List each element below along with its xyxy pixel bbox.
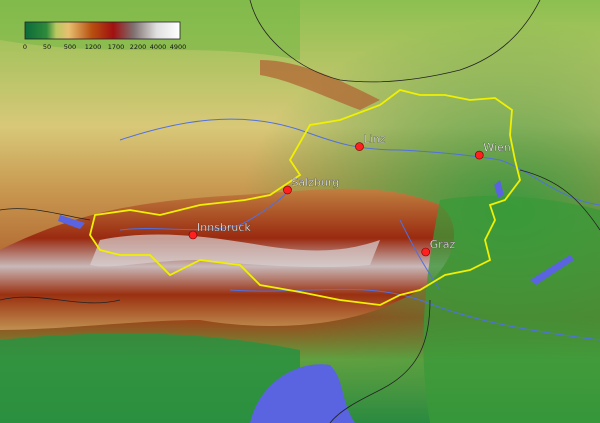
legend-label: 4000 <box>150 43 167 51</box>
lake-neusiedl[interactable] <box>494 180 504 198</box>
city-marker[interactable] <box>283 185 292 195</box>
legend-label: 0 <box>23 43 27 51</box>
city-label: Salzburg <box>291 176 339 189</box>
legend-label: 2200 <box>130 43 147 51</box>
cities: Linz Wien Salzburg Innsbruck Graz <box>188 132 511 257</box>
legend-label: 50 <box>43 43 51 51</box>
city-marker[interactable] <box>421 247 431 257</box>
legend-label: 4900 <box>170 43 187 51</box>
eastern-lowland <box>423 195 600 423</box>
city-label: Wien <box>483 141 510 154</box>
elevation-legend: 0 50 500 1200 1700 2200 4000 4900 <box>23 21 187 51</box>
city-label: Graz <box>430 238 456 251</box>
bohemian-forest <box>260 60 380 110</box>
po-valley <box>0 333 300 423</box>
adriatic-sea[interactable] <box>250 364 355 423</box>
city-salzburg[interactable]: Salzburg <box>283 176 339 195</box>
alpine-peaks <box>90 234 380 268</box>
inn-river <box>119 189 291 231</box>
city-wien[interactable]: Wien <box>474 141 511 160</box>
legend-colorbar <box>24 21 181 40</box>
legend-label: 1200 <box>85 43 102 51</box>
austria-border <box>89 89 521 306</box>
city-innsbruck[interactable]: Innsbruck <box>188 221 252 240</box>
city-marker[interactable] <box>188 230 198 240</box>
city-marker[interactable] <box>355 142 364 151</box>
city-graz[interactable]: Graz <box>421 238 456 257</box>
city-label: Linz <box>363 133 385 146</box>
lake-balaton[interactable] <box>530 255 574 285</box>
city-label: Innsbruck <box>197 221 251 234</box>
city-linz[interactable]: Linz <box>355 132 386 151</box>
city-marker[interactable] <box>474 150 484 160</box>
legend-label: 500 <box>64 43 76 51</box>
legend-label: 1700 <box>108 43 125 51</box>
lake-constance[interactable] <box>58 215 85 229</box>
